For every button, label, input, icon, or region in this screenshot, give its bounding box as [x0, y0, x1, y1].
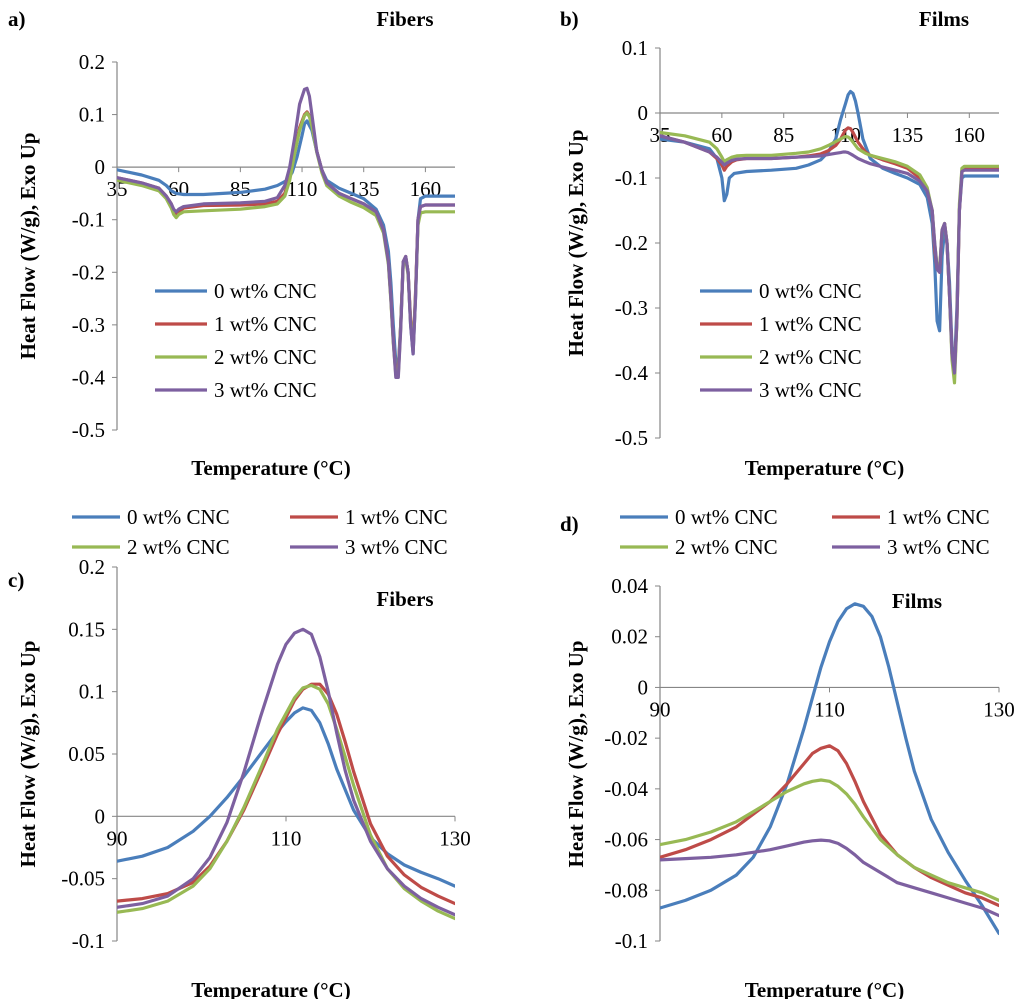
x-tick-label: 85 — [230, 177, 251, 201]
x-tick-label: 35 — [107, 177, 128, 201]
y-tick-label: -0.1 — [72, 208, 105, 232]
y-axis-title: Heat Flow (W/g), Exo Up — [16, 641, 40, 868]
x-tick-label: 160 — [954, 123, 986, 147]
y-tick-label: -0.4 — [615, 361, 649, 385]
x-axis-title: Temperature (°C) — [745, 456, 904, 480]
legend-entry: 2 wt% CNC — [675, 535, 778, 559]
y-tick-label: 0.05 — [68, 742, 105, 766]
chart-panel-b: -0.5-0.4-0.3-0.2-0.100.135 60 85 110 135 160b… — [560, 7, 999, 480]
series-line-1wt-cnc — [660, 744, 999, 908]
y-axis-title: Heat Flow (W/g), Exo Up — [564, 130, 588, 357]
panel-title: Fibers — [376, 587, 433, 611]
y-axis-title: Heat Flow (W/g), Exo Up — [16, 133, 40, 360]
y-tick-label: -0.2 — [615, 231, 648, 255]
x-tick-label: 90 — [650, 697, 671, 721]
chart-panel-a: -0.5-0.4-0.3-0.2-0.100.10.235 60 85 110 135 1… — [8, 7, 455, 480]
y-tick-label: -0.02 — [604, 726, 648, 750]
legend-entry: 0 wt% CNC — [675, 505, 778, 529]
x-axis-title: Temperature (°C) — [745, 978, 904, 999]
chart-panel-d: -0.1 -0.08 -0.06 -0.04 -0.02 0 0.02 0.04 90 110 13… — [560, 505, 1015, 999]
panel-title: Films — [919, 7, 969, 31]
legend-entry: 1 wt% CNC — [759, 312, 862, 336]
x-tick-label: 60 — [711, 123, 732, 147]
legend-entry: 0 wt% CNC — [214, 279, 317, 303]
y-tick-label: 0.2 — [79, 555, 105, 579]
y-tick-label: -0.08 — [604, 878, 648, 902]
series-line-3wt-cnc — [117, 627, 455, 917]
y-tick-label: 0 — [638, 101, 649, 125]
y-tick-label: 0.1 — [622, 36, 648, 60]
y-tick-label: 0.15 — [68, 617, 105, 641]
legend: 0 wt% CNC 1 wt% CNC 2 wt% CNC 3 wt% CNC — [620, 505, 990, 559]
y-tick-label: -0.04 — [604, 777, 648, 801]
legend: 0 wt% CNC 1 wt% CNC 2 wt% CNC 3 wt% CNC — [700, 279, 862, 402]
x-axis-title: Temperature (°C) — [191, 978, 350, 999]
series-line-1wt-cnc — [117, 682, 455, 906]
x-tick-label: 130 — [439, 826, 471, 850]
series-line-0wt-cnc — [117, 706, 455, 888]
legend-entry: 3 wt% CNC — [214, 378, 317, 402]
x-tick-label: 135 — [892, 123, 924, 147]
panel-title: Films — [892, 589, 942, 613]
y-tick-label: 0.04 — [611, 574, 648, 598]
legend-entry: 2 wt% CNC — [759, 345, 862, 369]
x-tick-label: 110 — [287, 177, 318, 201]
x-tick-label: 90 — [107, 826, 128, 850]
legend: 0 wt% CNC 1 wt% CNC 2 wt% CNC 3 wt% CNC — [155, 279, 317, 402]
y-tick-label: 0 — [95, 804, 106, 828]
panel-label: b) — [560, 7, 579, 31]
y-tick-label: 0 — [95, 155, 106, 179]
x-tick-label: 110 — [271, 826, 302, 850]
series-line-3wt-cnc — [660, 838, 999, 918]
panel-label: c) — [8, 568, 24, 592]
y-axis-title: Heat Flow (W/g), Exo Up — [564, 641, 588, 868]
y-tick-label: 0.1 — [79, 103, 105, 127]
legend-entry: 3 wt% CNC — [759, 378, 862, 402]
series-line-3wt-cnc — [117, 86, 455, 379]
x-tick-label: 85 — [773, 123, 794, 147]
y-tick-label: -0.1 — [72, 929, 105, 953]
y-tick-label: 0.1 — [79, 680, 105, 704]
legend-entry: 0 wt% CNC — [127, 505, 230, 529]
y-tick-label: -0.06 — [604, 828, 648, 852]
legend-entry: 2 wt% CNC — [127, 535, 230, 559]
y-tick-label: -0.3 — [615, 296, 648, 320]
x-tick-label: 110 — [814, 697, 845, 721]
panel-title: Fibers — [376, 7, 433, 31]
legend-entry: 3 wt% CNC — [345, 535, 448, 559]
chart-panel-c: -0.1 -0.05 0 0.05 0.1 0.15 0.2 90 110 130 c) Fibers… — [8, 505, 471, 999]
y-tick-label: -0.05 — [61, 867, 105, 891]
panel-label: a) — [8, 7, 26, 31]
panel-label: d) — [560, 512, 579, 536]
y-tick-label: -0.4 — [72, 365, 106, 389]
y-tick-label: -0.1 — [615, 166, 648, 190]
legend-entry: 0 wt% CNC — [759, 279, 862, 303]
legend-entry: 3 wt% CNC — [887, 535, 990, 559]
legend: 0 wt% CNC 1 wt% CNC 2 wt% CNC 3 wt% CNC — [72, 505, 448, 559]
x-tick-label: 130 — [983, 697, 1015, 721]
x-axis-title: Temperature (°C) — [191, 456, 350, 480]
series-line-3wt-cnc — [660, 134, 999, 375]
legend-entry: 2 wt% CNC — [214, 345, 317, 369]
y-tick-label: 0.2 — [79, 50, 105, 74]
y-tick-label: -0.2 — [72, 260, 105, 284]
y-tick-label: -0.3 — [72, 313, 105, 337]
y-tick-label: -0.5 — [72, 418, 105, 442]
y-tick-label: -0.1 — [615, 929, 648, 953]
legend-entry: 1 wt% CNC — [345, 505, 448, 529]
legend-entry: 1 wt% CNC — [887, 505, 990, 529]
series-line-2wt-cnc — [660, 778, 999, 902]
y-tick-label: 0 — [638, 675, 649, 699]
y-tick-label: 0.02 — [611, 625, 648, 649]
legend-entry: 1 wt% CNC — [214, 312, 317, 336]
y-tick-label: -0.5 — [615, 426, 648, 450]
